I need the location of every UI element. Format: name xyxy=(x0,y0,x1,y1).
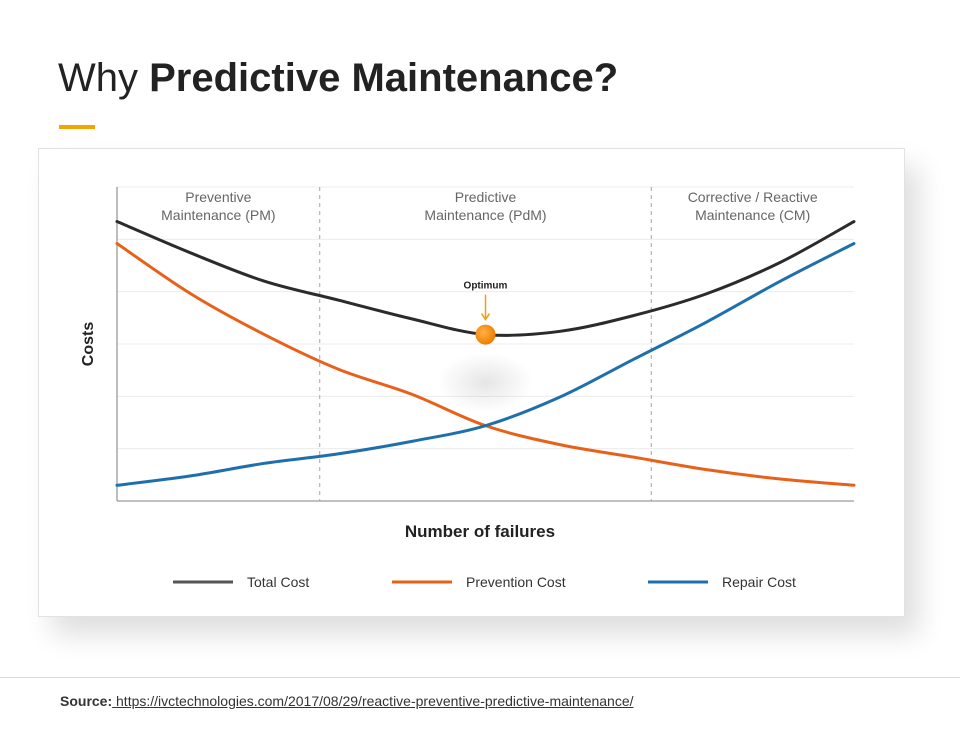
axes xyxy=(116,187,854,502)
legend-label-prevention-cost: Prevention Cost xyxy=(466,574,566,590)
source-link[interactable]: https://ivctechnologies.com/2017/08/29/r… xyxy=(112,693,634,709)
optimum-glow xyxy=(437,352,534,413)
repair-cost-line xyxy=(115,242,856,487)
title-accent-bar xyxy=(59,125,95,129)
chart-card: Preventive Maintenance (PM) Predictive Main… xyxy=(38,148,905,617)
optimum-arrow-head xyxy=(480,313,491,321)
region-label-2-line2: Maintenance (PdM) xyxy=(424,207,546,223)
region-label-1-line1: Preventive xyxy=(185,189,251,205)
optimum-point xyxy=(475,324,496,345)
series-lines xyxy=(115,220,856,487)
y-axis-label: Costs xyxy=(80,322,97,367)
source-label: Source: xyxy=(60,693,113,709)
cost-chart: Preventive Maintenance (PM) Predictive Main… xyxy=(80,186,856,590)
legend-label-repair-cost: Repair Cost xyxy=(722,574,796,590)
source-note: Source: https://ivctechnologies.com/2017… xyxy=(60,693,634,709)
region-label-1-line2: Maintenance (PM) xyxy=(161,207,275,223)
page-title: Why Predictive Maintenance? xyxy=(58,56,618,101)
x-axis-label: Number of failures xyxy=(405,522,555,541)
annotations: Optimum xyxy=(464,281,508,345)
title-light: Why xyxy=(58,56,150,100)
legend: Total Cost Prevention Cost Repair Cost xyxy=(173,574,796,590)
legend-label-total-cost: Total Cost xyxy=(247,574,309,590)
title-bold: Predictive Maintenance? xyxy=(149,56,619,100)
region-label-3-line2: Maintenance (CM) xyxy=(695,207,810,223)
region-label-2-line1: Predictive xyxy=(455,189,517,205)
optimum-label: Optimum xyxy=(464,281,508,292)
regions: Preventive Maintenance (PM) Predictive Main… xyxy=(161,187,818,501)
prevention-cost-line xyxy=(115,242,856,487)
region-label-3-line1: Corrective / Reactive xyxy=(688,189,818,205)
footer-divider xyxy=(0,677,960,678)
